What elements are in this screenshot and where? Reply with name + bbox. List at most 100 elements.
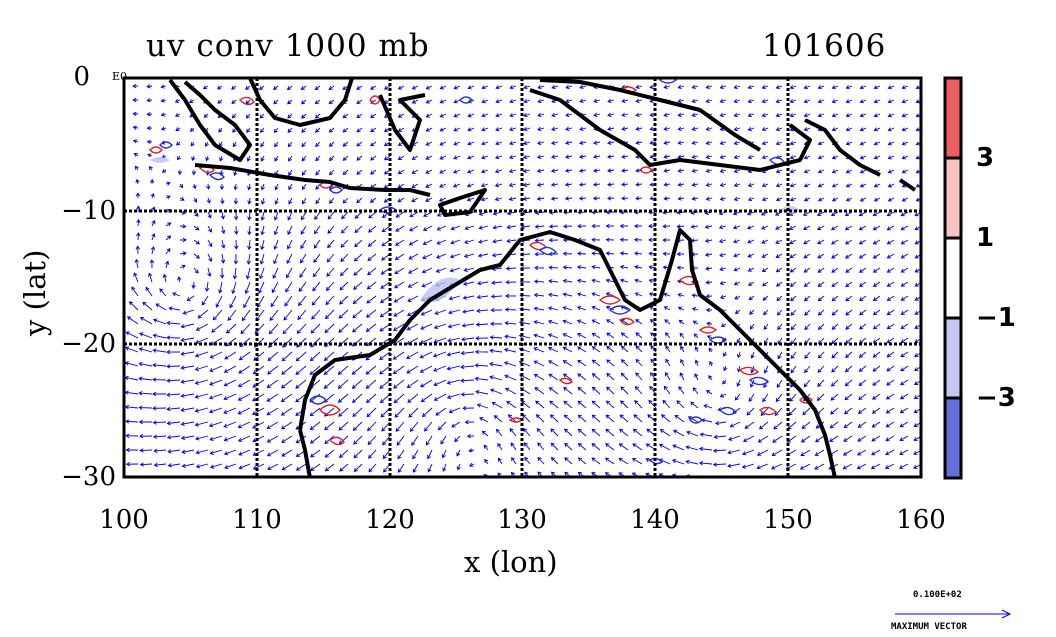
wind-vector bbox=[901, 85, 909, 90]
wind-vector bbox=[593, 98, 601, 103]
wind-vector bbox=[141, 491, 152, 495]
wind-vector bbox=[673, 429, 685, 437]
wind-vector bbox=[648, 278, 657, 283]
wind-vector bbox=[312, 281, 321, 292]
wind-vector bbox=[478, 239, 489, 244]
wind-vector bbox=[858, 267, 867, 273]
wind-vector bbox=[461, 323, 475, 328]
wind-vector bbox=[534, 238, 545, 243]
wind-vector bbox=[267, 463, 279, 470]
wind-vector bbox=[538, 487, 544, 492]
wind-vector bbox=[446, 365, 461, 371]
wind-vector bbox=[605, 292, 615, 297]
wind-vector bbox=[714, 420, 727, 426]
wind-vector bbox=[872, 379, 881, 386]
wind-vector bbox=[439, 85, 447, 90]
wind-vector bbox=[677, 140, 685, 145]
colorbar-band-1 bbox=[945, 78, 961, 158]
wind-vector bbox=[481, 127, 489, 132]
wind-vector bbox=[522, 182, 531, 187]
wind-vector bbox=[509, 85, 517, 90]
wind-vector bbox=[484, 458, 489, 465]
wind-vector bbox=[621, 182, 629, 187]
wind-vector bbox=[259, 267, 265, 280]
wind-vector bbox=[438, 197, 447, 202]
wind-vector bbox=[489, 321, 503, 327]
wind-vector bbox=[368, 463, 377, 473]
wind-vector bbox=[245, 267, 251, 280]
wind-vector bbox=[605, 278, 615, 283]
wind-vector bbox=[536, 428, 545, 437]
wind-vector bbox=[536, 168, 545, 173]
wind-vector bbox=[492, 239, 503, 244]
contour-positive bbox=[149, 86, 813, 446]
wind-vector bbox=[771, 492, 782, 496]
coast-java bbox=[194, 163, 431, 197]
wind-vector bbox=[522, 196, 531, 201]
wind-vector bbox=[803, 183, 811, 188]
contour-negative-fill bbox=[150, 157, 800, 303]
wind-vector bbox=[381, 225, 391, 233]
wind-vector bbox=[397, 463, 405, 473]
wind-vector bbox=[192, 183, 197, 190]
wind-vector bbox=[274, 141, 279, 148]
wind-vector bbox=[194, 365, 209, 372]
wind-vector bbox=[761, 85, 769, 90]
wind-vector bbox=[328, 85, 335, 90]
wind-vector bbox=[663, 168, 671, 173]
wind-vector bbox=[142, 301, 153, 311]
wind-vector bbox=[775, 183, 783, 188]
wind-vector bbox=[786, 492, 796, 496]
wind-vector bbox=[648, 223, 657, 229]
wind-vector bbox=[369, 197, 377, 203]
wind-vector bbox=[579, 126, 587, 131]
wind-vector bbox=[632, 428, 643, 437]
wind-vector bbox=[548, 360, 559, 367]
wind-vector bbox=[693, 333, 699, 339]
wind-vector bbox=[563, 387, 573, 395]
wind-vector bbox=[873, 197, 881, 202]
wind-vector bbox=[478, 225, 489, 230]
wind-vector bbox=[134, 165, 139, 171]
wind-vector bbox=[577, 386, 587, 395]
wind-vector bbox=[366, 309, 377, 318]
wind-vector bbox=[733, 126, 741, 132]
wind-vector bbox=[166, 349, 181, 355]
wind-vector bbox=[705, 307, 713, 313]
wind-vector bbox=[411, 85, 419, 90]
wind-vector bbox=[801, 421, 811, 429]
wind-vector bbox=[327, 225, 335, 234]
wind-vector bbox=[845, 183, 853, 188]
wind-vector bbox=[329, 197, 335, 204]
wind-vector bbox=[887, 127, 895, 132]
wind-vector bbox=[313, 253, 321, 264]
wind-vector bbox=[85, 390, 96, 394]
wind-vector bbox=[843, 478, 852, 483]
wind-vector bbox=[481, 141, 489, 146]
wind-vector bbox=[621, 126, 629, 131]
wind-vector bbox=[899, 463, 909, 469]
wind-vector bbox=[535, 400, 545, 409]
wind-vector bbox=[747, 112, 755, 118]
wind-vector bbox=[152, 348, 167, 353]
wind-vector bbox=[353, 449, 363, 459]
wind-vector bbox=[719, 112, 727, 118]
wind-vector bbox=[138, 405, 153, 410]
wind-vector bbox=[506, 224, 517, 230]
wind-vector bbox=[370, 155, 377, 161]
wind-vector bbox=[763, 365, 769, 374]
wind-vector bbox=[266, 421, 279, 429]
wind-vector bbox=[180, 379, 195, 384]
wind-vector bbox=[509, 127, 517, 132]
wind-vector bbox=[720, 323, 727, 328]
wind-vector bbox=[245, 113, 251, 119]
wind-vector bbox=[288, 183, 293, 191]
wind-vector bbox=[775, 393, 783, 403]
coast-islands bbox=[898, 178, 917, 192]
wind-vector bbox=[619, 428, 629, 437]
wind-vector bbox=[138, 361, 153, 367]
wind-vector bbox=[273, 99, 279, 105]
wind-vector bbox=[300, 239, 307, 250]
wind-vector bbox=[763, 309, 769, 316]
wind-vector bbox=[467, 141, 475, 146]
